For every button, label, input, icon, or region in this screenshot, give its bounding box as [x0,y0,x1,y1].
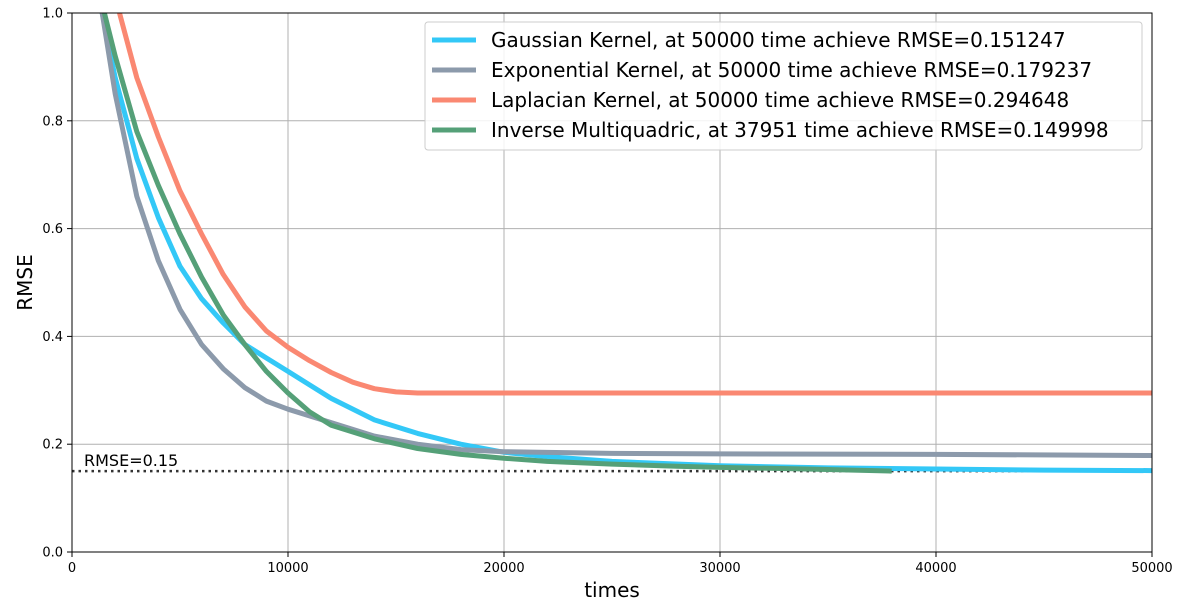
x-tick-label: 40000 [915,561,956,576]
x-axis-title: times [584,578,640,600]
x-tick-label: 50000 [1131,561,1172,576]
x-axis-ticks: 0 10000 20000 30000 40000 50000 [68,552,1173,576]
legend: Gaussian Kernel, at 50000 time achieve R… [425,22,1142,150]
y-tick-label: 0.0 [42,546,63,561]
legend-entry: Exponential Kernel, at 50000 time achiev… [491,58,1092,82]
legend-entry: Gaussian Kernel, at 50000 time achieve R… [491,28,1066,52]
reference-line-label: RMSE=0.15 [84,451,178,470]
legend-entry: Laplacian Kernel, at 50000 time achieve … [491,88,1069,112]
x-tick-label: 20000 [483,561,524,576]
x-tick-label: 0 [68,561,76,576]
y-axis-ticks: 0.0 0.2 0.4 0.6 0.8 1.0 [42,7,72,561]
y-tick-label: 0.8 [42,114,63,129]
x-tick-label: 10000 [267,561,308,576]
y-tick-label: 1.0 [42,7,63,22]
y-tick-label: 0.4 [42,330,63,345]
legend-entry: Inverse Multiquadric, at 37951 time achi… [491,118,1109,142]
x-tick-label: 30000 [699,561,740,576]
y-axis-title: RMSE [13,254,37,310]
y-tick-label: 0.6 [42,222,63,237]
y-tick-label: 0.2 [42,438,63,453]
